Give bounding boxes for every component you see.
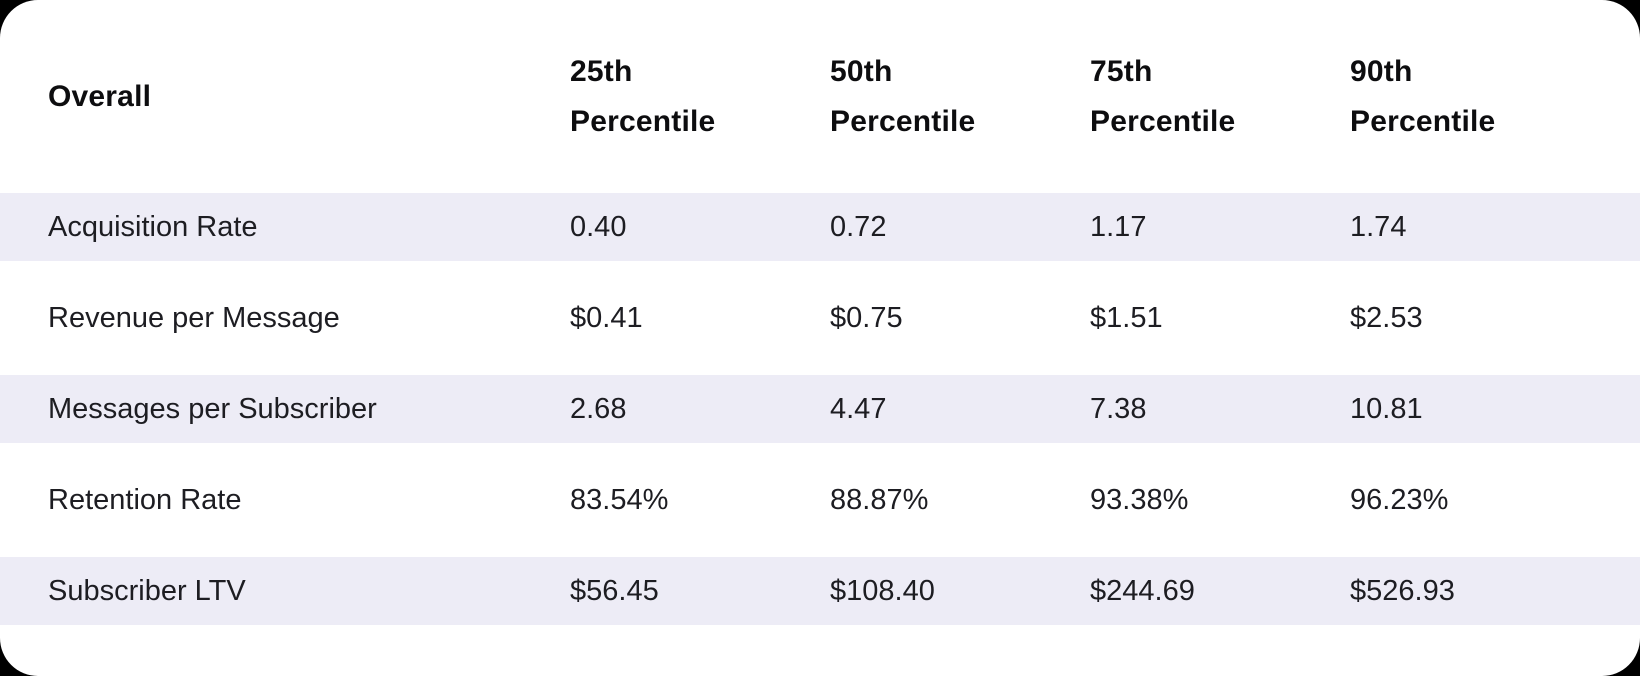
table-cell: 1.74 <box>1350 210 1407 243</box>
table-cell: $0.41 <box>570 301 643 334</box>
row-label: Revenue per Message <box>48 301 340 334</box>
column-header-50th-percentile: 50th Percentile <box>830 54 976 138</box>
table-cell: $0.75 <box>830 301 903 334</box>
table-cell: 96.23% <box>1350 483 1449 516</box>
column-header-75th-percentile: 75th Percentile <box>1090 54 1236 138</box>
table-cell: 4.47 <box>830 392 887 425</box>
column-header-90th-percentile: 90th Percentile <box>1350 54 1496 138</box>
table-cell: $526.93 <box>1350 574 1455 607</box>
column-header-25th-percentile: 25th Percentile <box>570 54 716 138</box>
table-cell: 1.17 <box>1090 210 1147 243</box>
table-cell: 2.68 <box>570 392 627 425</box>
table-cell: $108.40 <box>830 574 935 607</box>
table-cell: $56.45 <box>570 574 659 607</box>
table-cell: 93.38% <box>1090 483 1189 516</box>
table-cell: 7.38 <box>1090 392 1147 425</box>
row-label: Subscriber LTV <box>48 574 246 607</box>
table-cell: 83.54% <box>570 483 669 516</box>
table-cell: 0.40 <box>570 210 627 243</box>
table-cell: 10.81 <box>1350 392 1423 425</box>
table-cell: $244.69 <box>1090 574 1195 607</box>
corner-header-overall: Overall <box>48 79 152 113</box>
table-row-retention-rate: Retention Rate 83.54% 88.87% 93.38% 96.2… <box>0 466 1640 534</box>
row-label: Retention Rate <box>48 483 242 516</box>
table-cell: 88.87% <box>830 483 929 516</box>
table-header-row: Overall 25th Percentile 50th Percentile … <box>0 0 1640 193</box>
table-cell: 0.72 <box>830 210 887 243</box>
table-cell: $1.51 <box>1090 301 1163 334</box>
row-label: Acquisition Rate <box>48 210 258 243</box>
table-cell: $2.53 <box>1350 301 1423 334</box>
table-row-acquisition-rate: Acquisition Rate 0.40 0.72 1.17 1.74 <box>0 193 1640 261</box>
table-row-subscriber-ltv: Subscriber LTV $56.45 $108.40 $244.69 $5… <box>0 557 1640 625</box>
row-label: Messages per Subscriber <box>48 392 377 425</box>
table-row-revenue-per-message: Revenue per Message $0.41 $0.75 $1.51 $2… <box>0 284 1640 352</box>
table-row-messages-per-subscriber: Messages per Subscriber 2.68 4.47 7.38 1… <box>0 375 1640 443</box>
